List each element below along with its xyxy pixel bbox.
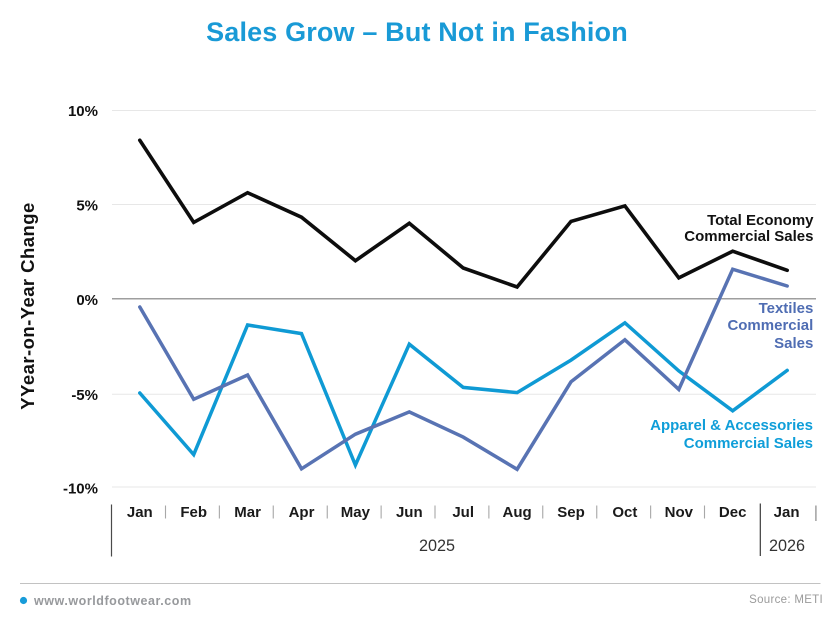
svg-text:May: May	[341, 504, 371, 521]
svg-text:Sep: Sep	[557, 504, 585, 521]
svg-text:Nov: Nov	[665, 504, 694, 521]
svg-text:|: |	[379, 504, 383, 519]
svg-text:5%: 5%	[76, 198, 98, 215]
svg-text:Apr: Apr	[289, 504, 315, 521]
svg-text:Mar: Mar	[234, 504, 261, 521]
svg-text:Aug: Aug	[503, 504, 532, 521]
svg-text:Feb: Feb	[180, 504, 207, 521]
svg-text:-10%: -10%	[63, 481, 98, 498]
svg-text:|: |	[541, 504, 545, 519]
svg-text:Jun: Jun	[396, 504, 423, 521]
svg-text:|: |	[325, 504, 329, 519]
svg-text:|: |	[218, 504, 222, 519]
svg-text:0%: 0%	[76, 292, 98, 309]
svg-text:Jul: Jul	[452, 504, 474, 521]
svg-text:|: |	[433, 504, 437, 519]
svg-text:-5%: -5%	[71, 387, 98, 404]
svg-text:Jan: Jan	[127, 504, 153, 521]
svg-text:Dec: Dec	[719, 504, 747, 521]
svg-text:2026: 2026	[769, 537, 805, 555]
svg-text:|: |	[649, 504, 653, 519]
svg-text:|: |	[272, 504, 276, 519]
svg-text:10%: 10%	[68, 103, 98, 120]
svg-text:Oct: Oct	[612, 504, 637, 521]
svg-text:|: |	[703, 504, 707, 519]
svg-text:|: |	[595, 504, 599, 519]
svg-text:Jan: Jan	[774, 504, 800, 521]
svg-text:|: |	[164, 504, 168, 519]
svg-text:|: |	[487, 504, 491, 519]
svg-text:2025: 2025	[419, 537, 455, 555]
